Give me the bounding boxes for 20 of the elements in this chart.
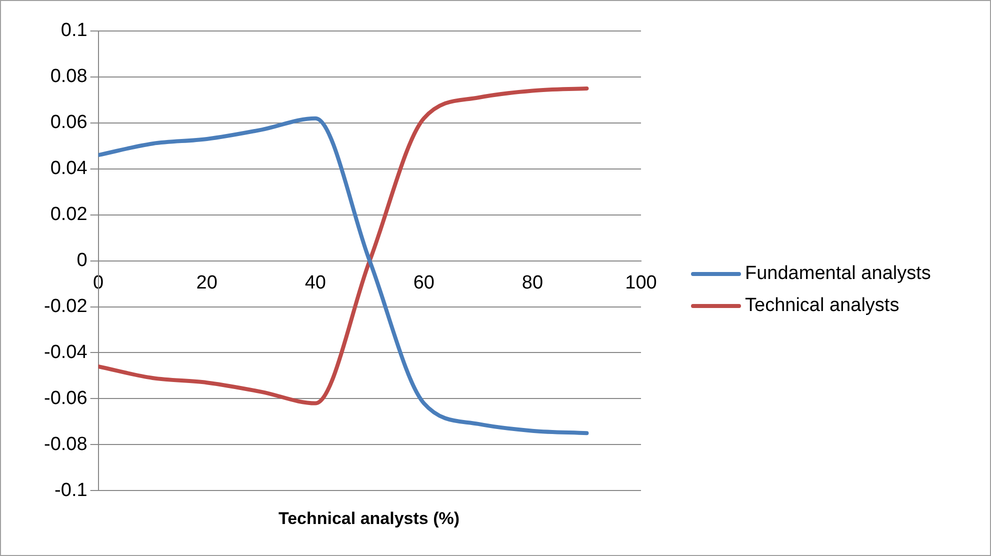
y-tick-label: -0.04 bbox=[44, 342, 88, 363]
legend-label: Technical analysts bbox=[745, 295, 900, 317]
x-axis-title: Technical analysts (%) bbox=[277, 509, 461, 529]
x-tick-label: 40 bbox=[304, 272, 326, 294]
x-tick-label: 0 bbox=[93, 272, 104, 294]
y-tick-label: 0.1 bbox=[60, 20, 88, 42]
y-tick-label: 0.04 bbox=[50, 158, 88, 180]
x-tick-label: 80 bbox=[522, 272, 544, 294]
x-tick-label: 100 bbox=[625, 272, 657, 294]
legend-label: Fundamental analysts bbox=[745, 263, 931, 285]
y-tick-label: 0 bbox=[76, 250, 88, 272]
y-tick-label: -0.02 bbox=[44, 296, 88, 317]
y-tick-label: -0.06 bbox=[44, 388, 88, 409]
x-tick-label: 60 bbox=[413, 272, 434, 294]
y-tick-label: 0.06 bbox=[50, 112, 88, 134]
y-tick-label: -0.08 bbox=[44, 434, 88, 455]
x-tick-label: 20 bbox=[196, 272, 218, 294]
y-tick-label: 0.02 bbox=[50, 204, 88, 226]
y-tick-label: -0.1 bbox=[54, 480, 88, 501]
y-tick-label: 0.08 bbox=[50, 66, 88, 88]
